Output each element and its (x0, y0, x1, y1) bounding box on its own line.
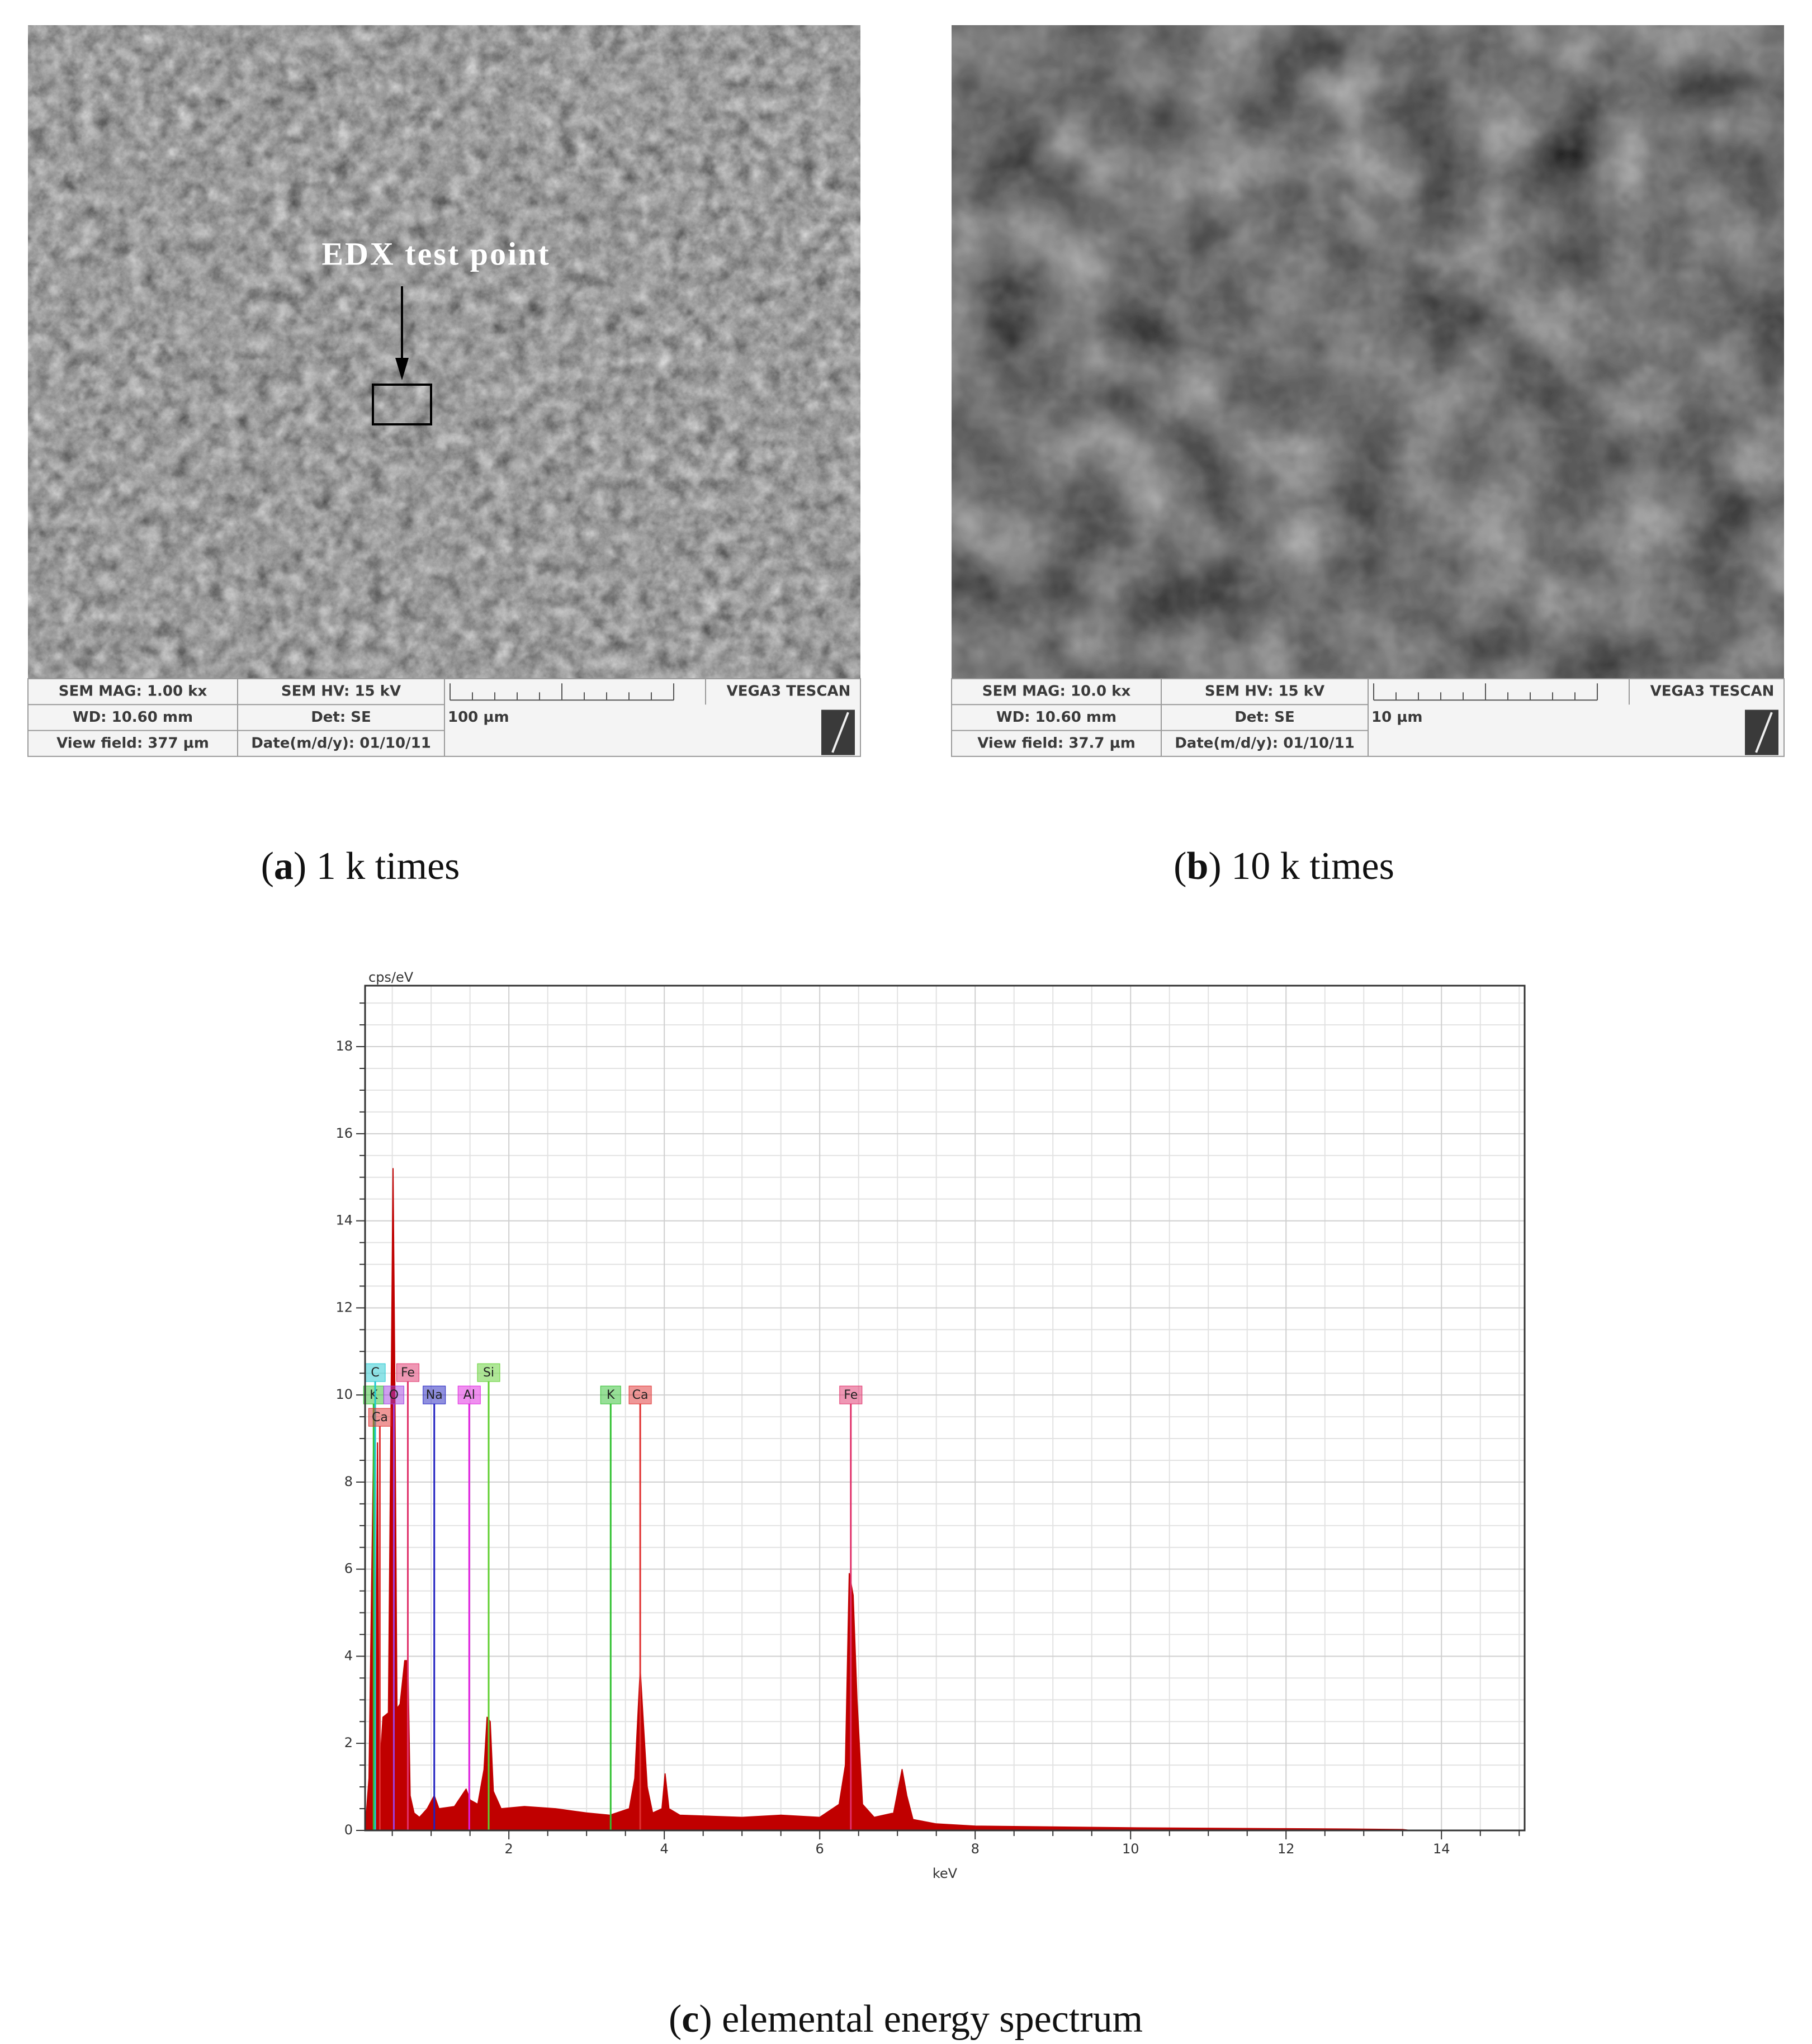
annotation: EDX test point (321, 235, 550, 272)
info-text: Date(m/d/y): 01/10/11 (1175, 735, 1355, 751)
y-tick-label: 16 (335, 1125, 353, 1141)
sem-image (28, 25, 860, 679)
logo (1745, 709, 1778, 755)
x-axis-label: keV (933, 1866, 958, 1881)
element-label: Al (463, 1388, 475, 1402)
element-label: Fe (844, 1388, 858, 1402)
element-box (368, 1408, 391, 1427)
brand: VEGA3 TESCAN (1650, 683, 1775, 700)
x-tick-label: 8 (971, 1841, 980, 1857)
element-box (628, 1385, 652, 1404)
logo-mark (831, 712, 849, 753)
element-box (839, 1385, 863, 1404)
x-tick-label: 2 (505, 1841, 513, 1857)
test-box (372, 384, 432, 425)
plot-frame (364, 985, 1526, 1832)
info-text: SEM MAG: 10.0 kx (982, 683, 1131, 700)
y-tick-label: 12 (335, 1299, 353, 1315)
element-box (383, 1385, 404, 1404)
scale-label: 10 µm (1371, 709, 1422, 726)
element-box (457, 1385, 481, 1404)
caption: (b) 10 k times (1174, 845, 1394, 888)
scale-label: 100 µm (448, 709, 509, 726)
x-tick-label: 10 (1122, 1841, 1139, 1857)
element-label: K (370, 1388, 378, 1402)
element-box (396, 1363, 419, 1382)
info-text: SEM MAG: 1.00 kx (59, 683, 207, 700)
info-text: WD: 10.60 mm (73, 709, 193, 726)
info-text: WD: 10.60 mm (996, 709, 1116, 726)
info-text: Date(m/d/y): 01/10/11 (251, 735, 431, 751)
arrow-head (395, 358, 409, 380)
element-box (363, 1385, 384, 1404)
element-label: Ca (372, 1411, 388, 1425)
y-axis-label: cps/eV (368, 969, 414, 985)
element-label: K (607, 1388, 615, 1402)
y-tick-label: 6 (344, 1561, 353, 1577)
element-label: O (389, 1388, 399, 1402)
spectrum (365, 1168, 1411, 1831)
element-label: Si (483, 1366, 494, 1380)
plot-area (365, 986, 1525, 1830)
element-label: Ca (632, 1388, 649, 1402)
caption: (c) elemental energy spectrum (669, 1998, 1143, 2041)
x-tick-label: 4 (660, 1841, 669, 1857)
y-tick-label: 14 (335, 1213, 353, 1228)
element-box (600, 1385, 621, 1404)
y-tick-label: 4 (344, 1648, 353, 1663)
info-text: SEM HV: 15 kV (281, 683, 401, 700)
x-tick-label: 6 (816, 1841, 824, 1857)
sem-image (952, 25, 1784, 679)
element-label: Fe (401, 1366, 415, 1380)
y-tick-label: 10 (335, 1387, 353, 1402)
y-tick-label: 8 (344, 1474, 353, 1489)
x-tick-label: 14 (1433, 1841, 1450, 1857)
y-tick-label: 2 (344, 1735, 353, 1750)
info-text: Det: SE (311, 709, 371, 726)
y-tick-label: 18 (335, 1038, 353, 1054)
logo (821, 709, 855, 755)
x-tick-label: 12 (1278, 1841, 1295, 1857)
y-tick-label: 0 (344, 1822, 353, 1838)
info-text: View field: 37.7 µm (977, 735, 1136, 751)
element-label: C (371, 1366, 379, 1380)
brand: VEGA3 TESCAN (727, 683, 851, 700)
element-box (477, 1363, 500, 1382)
info-text: Det: SE (1234, 709, 1295, 726)
element-box (423, 1385, 446, 1404)
info-text: View field: 377 µm (56, 735, 209, 751)
info-text: SEM HV: 15 kV (1205, 683, 1324, 700)
element-label: Na (426, 1388, 443, 1402)
logo-mark (1755, 712, 1773, 753)
caption: (a) 1 k times (261, 845, 460, 888)
